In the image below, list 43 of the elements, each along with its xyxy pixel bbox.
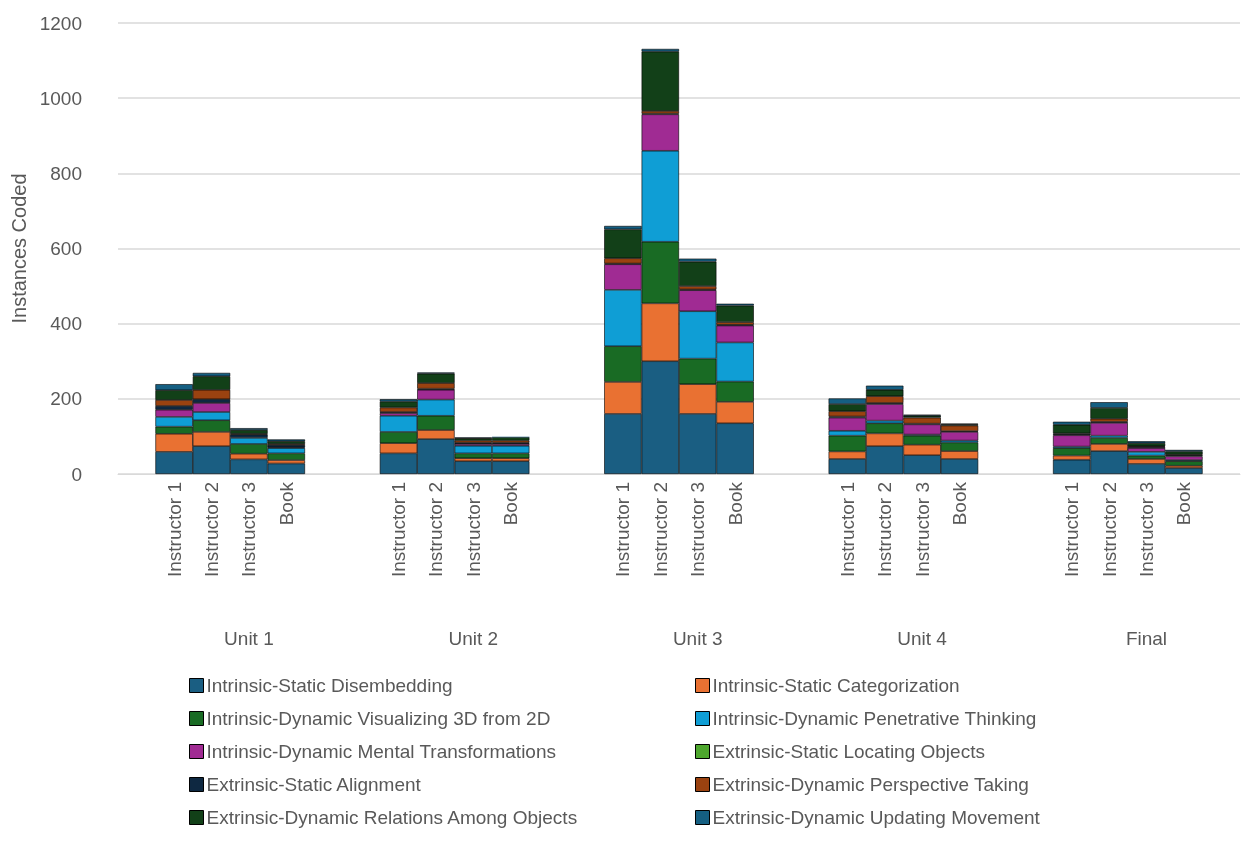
x-tick-label: Instructor 2 [201, 482, 222, 578]
x-tick-label: Instructor 3 [911, 482, 933, 578]
x-tick-label: Book [500, 481, 522, 526]
x-tick-label: Book [1173, 481, 1195, 526]
text: Unit 1 [224, 628, 274, 649]
x-tick-label: Instructor 2 [425, 482, 447, 578]
x-tick-label: Instructor 1 [612, 482, 634, 578]
y-tick-label: 800 [50, 162, 82, 184]
y-tick-label: 400 [50, 313, 82, 335]
y-axis-title: Instances Coded [7, 173, 30, 324]
text: Unit 4 [897, 628, 948, 649]
legend-label: Extrinsic-Dynamic Updating Movement [712, 807, 1041, 828]
legend-label: Extrinsic-Dynamic Perspective Taking [712, 774, 1029, 795]
y-tick-label: 200 [50, 388, 82, 410]
x-tick-label: Book [275, 481, 297, 526]
x-tick-label: Instructor 3 [687, 482, 709, 578]
text: Unit 2 [448, 628, 499, 649]
y-tick-label: 0 [71, 463, 82, 485]
y-tick-label: 1200 [39, 12, 82, 34]
x-tick-label: Instructor 3 [1136, 482, 1157, 578]
x-tick-label: Instructor 1 [388, 482, 409, 578]
x-tick-label: Instructor 2 [649, 482, 671, 578]
text: Final [1125, 628, 1168, 649]
x-tick-label: Instructor 1 [163, 482, 185, 578]
text: Unit 3 [672, 628, 723, 649]
y-tick-label: 1000 [39, 87, 82, 109]
x-tick-label: Book [724, 481, 746, 526]
legend-label: Intrinsic-Dynamic Visualizing 3D from 2D [206, 708, 551, 729]
legend-label: Intrinsic-Static Disembedding [206, 675, 453, 696]
x-tick-label: Instructor 3 [462, 482, 484, 578]
x-tick-label: Instructor 3 [238, 482, 260, 578]
x-tick-label: Instructor 1 [836, 482, 858, 578]
legend-label: Intrinsic-Dynamic Mental Transformations [206, 741, 556, 762]
x-tick-label: Instructor 2 [874, 482, 896, 578]
legend-label: Extrinsic-Static Alignment [206, 774, 422, 795]
x-tick-label: Instructor 1 [1061, 482, 1083, 578]
x-tick-label: Instructor 2 [1098, 482, 1120, 578]
y-tick-label: 600 [50, 238, 82, 259]
legend-label: Intrinsic-Dynamic Penetrative Thinking [712, 708, 1037, 729]
legend-label: Intrinsic-Static Categorization [712, 675, 960, 696]
legend-label: Extrinsic-Static Locating Objects [712, 741, 985, 762]
x-tick-label: Book [949, 481, 970, 526]
legend-label: Extrinsic-Dynamic Relations Among Objects [206, 807, 578, 828]
